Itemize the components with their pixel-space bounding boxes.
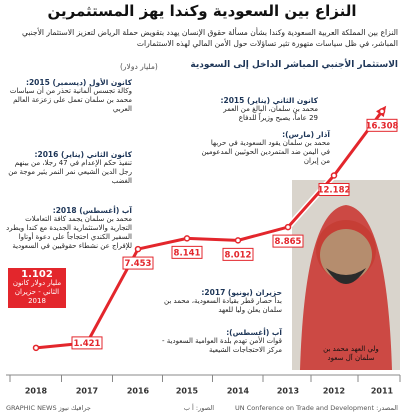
- value-label: 1.421: [74, 339, 101, 349]
- value-label: 8.865: [275, 237, 302, 247]
- chart-unit: (مليار دولار): [120, 62, 158, 71]
- value-label-box: [272, 234, 304, 248]
- x-tick-label: 2017: [76, 387, 98, 396]
- photo-caption: ولي العهد محمد بن سلمان آل سعود: [323, 345, 379, 362]
- value-note: مليار دولار كانون الثاني - حزيران 2018: [12, 279, 62, 305]
- x-tick-label: 2018: [25, 387, 48, 396]
- chart-title: الاستثمار الأجنبي المباشر الداخل إلى الس…: [190, 60, 398, 70]
- data-point: [330, 172, 338, 179]
- data-point: [284, 223, 292, 231]
- annotation-text: بدأ حصار قطر بقيادة السعودية، محمد بن سل…: [164, 297, 282, 314]
- annotation: كانون الثاني (يناير) 2015: محمد بن سلمان،…: [214, 96, 318, 123]
- annotation-text: محمد بن سلمان يقود السعودية في حربها في …: [201, 139, 330, 165]
- annotation-heading: كانون الثاني (يناير) 2015:: [220, 96, 318, 105]
- annotation: آب (أغسطس) 2018: محمد بن سلمان يجمد كافة …: [4, 206, 132, 251]
- brand: GRAPHIC NEWS جرافيك نيوز: [6, 404, 91, 412]
- value-label: 8.012: [225, 250, 252, 260]
- data-point: [183, 235, 191, 242]
- value-label: 12.182: [318, 186, 351, 196]
- annotation-heading: كانون الثاني (يناير) 2016:: [34, 150, 132, 159]
- x-tick-label: 2012: [323, 387, 345, 396]
- value-label-box: [122, 256, 154, 270]
- annotation-heading: آب (أغسطس):: [226, 328, 282, 337]
- value-label-box: [318, 183, 350, 197]
- data-point: [378, 108, 386, 115]
- value-callout: 1.102 مليار دولار كانون الثاني - حزيران 2…: [8, 268, 66, 308]
- subtitle: النزاع بين المملكة العربية السعودية وكند…: [21, 28, 398, 48]
- value-label-box: [222, 247, 254, 261]
- title: النزاع بين السعودية وكندا يهز المستثمرين: [47, 2, 357, 20]
- x-tick-label: 2014: [227, 387, 250, 396]
- value-label: 8.141: [174, 248, 201, 258]
- annotation-text: قوات الأمن تهدم بلدة العوامية السعودية -…: [162, 337, 282, 354]
- data-point: [134, 245, 142, 253]
- annotation-heading: كانون الأول (ديسمبر) 2015:: [25, 78, 132, 87]
- photo-face: [320, 229, 372, 281]
- annotation-heading: آذار (مارس):: [282, 130, 330, 139]
- data-point: [234, 237, 242, 244]
- value-label-box: [171, 245, 203, 259]
- annotation-text: محمد بن سلمان يجمد كافة التعاملات التجار…: [6, 215, 132, 250]
- annotation: حزيران (يونيو) 2017: بدأ حصار قطر بقيادة …: [150, 288, 282, 315]
- annotation: آذار (مارس): محمد بن سلمان يقود السعودية …: [200, 130, 330, 166]
- x-tick-label: 2013: [277, 387, 299, 396]
- x-tick-label: 2015: [176, 387, 199, 396]
- value-label-box: [366, 118, 398, 132]
- value-label: 16.308: [366, 121, 399, 131]
- photo-beard: [326, 268, 366, 284]
- photo-credit: الصور: أ ب: [183, 404, 214, 412]
- source: المصدر: UN Conference on Trade and Devel…: [235, 404, 398, 412]
- annotation-text: محمد بن سلمان، البالغ من العمر 29 عاماً،…: [223, 105, 318, 122]
- annotation-text: وكالة تجسس ألمانية تحذر من أن سياسات محم…: [9, 87, 132, 113]
- x-tick-label: 2016: [127, 387, 150, 396]
- annotation: كانون الثاني (يناير) 2016: تنفيذ حكم الإع…: [4, 150, 132, 186]
- annotation-heading: حزيران (يونيو) 2017:: [201, 288, 282, 297]
- annotation: كانون الأول (ديسمبر) 2015: وكالة تجسس ألم…: [4, 78, 132, 114]
- annotation: آب (أغسطس): قوات الأمن تهدم بلدة العوامية…: [150, 328, 282, 355]
- annotation-heading: آب (أغسطس) 2018:: [52, 206, 132, 215]
- value-label: 1.102: [21, 269, 53, 280]
- value-label: 7.453: [125, 259, 152, 269]
- data-point: [32, 344, 40, 352]
- annotation-text: تنفيذ حكم الإعدام في 47 رجلا، من بينهم ر…: [8, 159, 132, 185]
- x-tick-label: 2011: [371, 387, 394, 396]
- photo: [292, 180, 400, 370]
- value-label-box: [71, 336, 103, 350]
